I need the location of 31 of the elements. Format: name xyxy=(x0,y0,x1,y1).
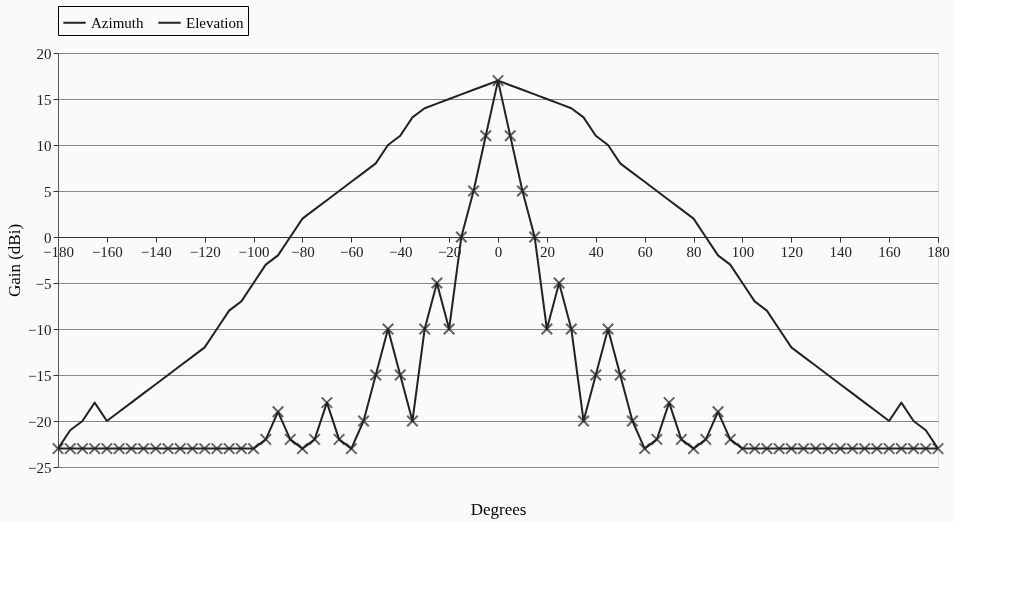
y-tick-label: −10 xyxy=(28,321,52,338)
x-tick-label: 80 xyxy=(686,243,702,260)
x-tick-label: 160 xyxy=(878,243,901,260)
y-tick-label: −20 xyxy=(28,413,52,430)
legend-label: Elevation xyxy=(186,14,244,31)
x-tick-label: 0 xyxy=(494,243,503,260)
x-tick-label: −160 xyxy=(91,243,123,260)
x-tick-label: −80 xyxy=(291,243,315,260)
y-tick-label: 0 xyxy=(44,229,52,246)
x-tick-label: −140 xyxy=(140,243,172,260)
y-tick-label: −15 xyxy=(28,367,52,384)
x-axis-title: Degrees xyxy=(470,499,527,519)
y-tick-label: 15 xyxy=(36,91,52,108)
x-tick-label: 140 xyxy=(829,243,852,260)
y-tick-label: 5 xyxy=(44,183,52,200)
x-tick-label: 40 xyxy=(588,243,604,260)
y-tick-label: −25 xyxy=(28,459,52,476)
x-tick-label: 60 xyxy=(637,243,653,260)
y-axis-title: Gain (dBi) xyxy=(5,223,25,298)
x-tick-label: −100 xyxy=(238,243,270,260)
x-tick-label: 20 xyxy=(539,243,555,260)
x-tick-label: −60 xyxy=(340,243,364,260)
x-tick-label: −120 xyxy=(189,243,221,260)
y-tick-label: 10 xyxy=(36,137,52,154)
x-tick-label: 100 xyxy=(731,243,755,260)
y-tick-label: 20 xyxy=(36,45,52,62)
x-tick-label: 120 xyxy=(780,243,804,260)
x-tick-label: −40 xyxy=(388,243,413,260)
y-tick-label: −5 xyxy=(35,275,52,292)
x-tick-label: 180 xyxy=(927,243,950,260)
legend-label: Azimuth xyxy=(91,14,144,31)
